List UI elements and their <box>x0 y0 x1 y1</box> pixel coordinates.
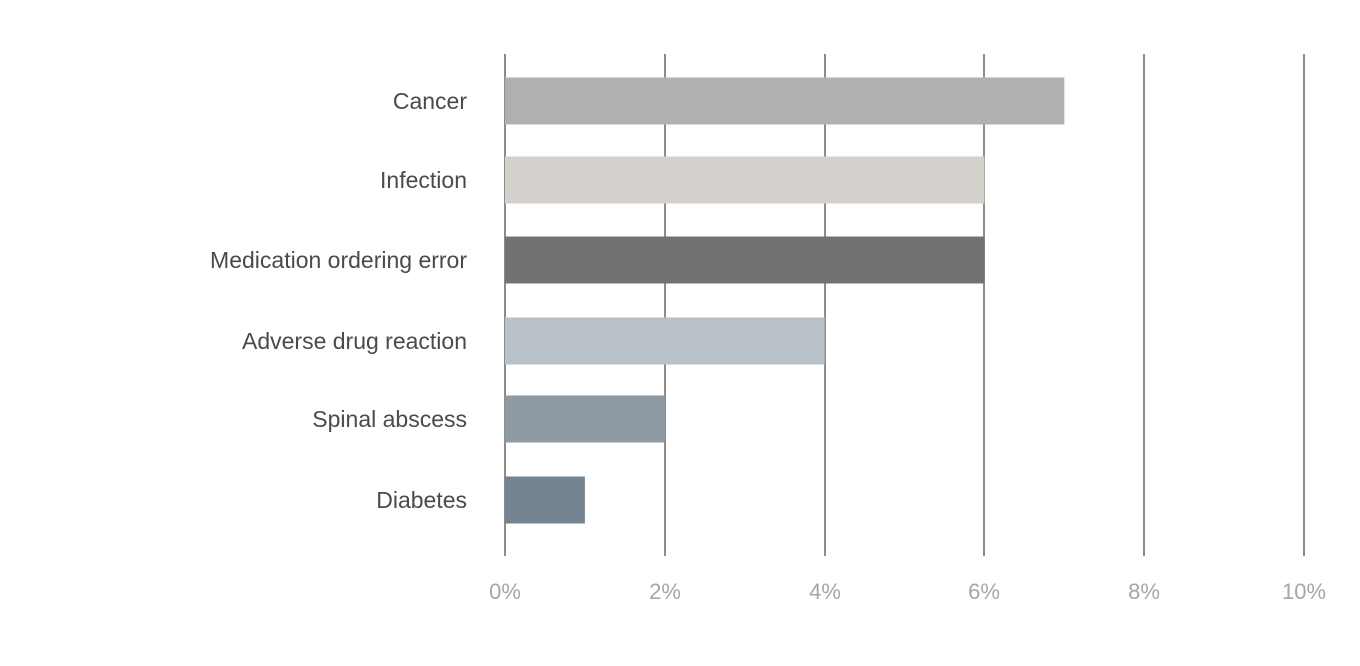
bar-spinal-abscess <box>505 395 665 443</box>
x-tick-label: 8% <box>1128 579 1160 604</box>
x-tick-label: 4% <box>809 579 841 604</box>
bars <box>505 77 1065 524</box>
bar-cancer <box>505 77 1065 125</box>
bar-adverse-drug-reaction <box>505 317 825 365</box>
x-tick-label: 6% <box>968 579 1000 604</box>
bar-medication-ordering-error <box>505 236 985 284</box>
category-label: Cancer <box>393 88 467 114</box>
gridlines <box>504 54 1305 556</box>
x-tick-label: 2% <box>649 579 681 604</box>
category-label: Diabetes <box>376 487 467 513</box>
bar-infection <box>505 156 985 204</box>
x-tick-label: 0% <box>489 579 521 604</box>
category-labels: Cancer Infection Medication ordering error… <box>210 88 467 513</box>
x-tick-label: 10% <box>1282 579 1326 604</box>
x-axis-tick-labels: 0% 2% 4% 6% 8% 10% <box>489 579 1326 604</box>
category-label: Infection <box>380 167 467 193</box>
category-label: Adverse drug reaction <box>242 328 467 354</box>
bar-diabetes <box>505 476 585 524</box>
category-label: Spinal abscess <box>312 406 467 432</box>
category-label: Medication ordering error <box>210 247 467 273</box>
